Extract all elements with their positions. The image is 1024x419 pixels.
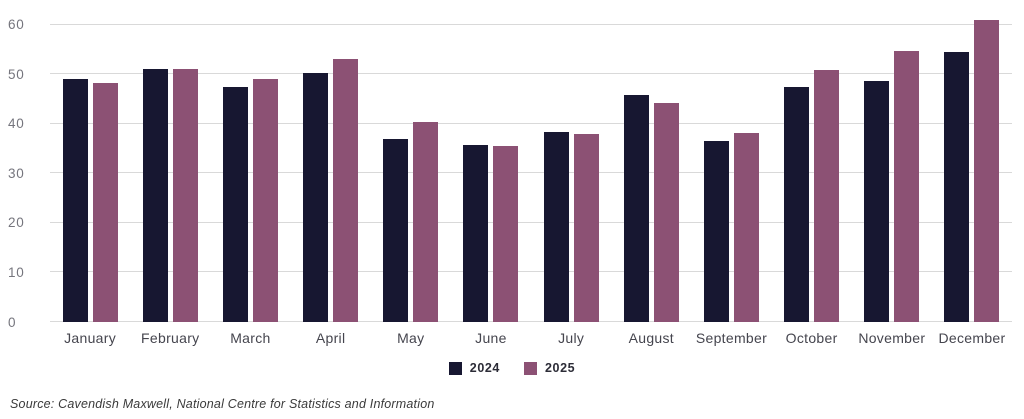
y-tick-label-40: 40 [8,116,25,132]
bar-2025-april [333,58,359,322]
bar-group-january [50,15,130,322]
y-tick-label-0: 0 [8,314,17,330]
gridline-30 [50,172,1012,174]
bar-group-october [772,15,852,322]
bar-2025-february [172,69,198,322]
x-axis: January February March April May June July Augu… [50,322,1012,346]
x-label-june: June [475,330,507,346]
legend-item-2025: 2025 [524,360,576,375]
legend-label-2024: 2024 [469,360,500,375]
bar-2025-june [493,145,519,322]
x-label-july: July [558,330,585,346]
bar-2024-october [784,87,810,322]
y-tick-label-30: 30 [8,165,25,181]
bar-2024-july [543,131,569,322]
plot-area [50,15,1012,322]
bar-2024-august [623,94,649,322]
bar-2025-october [814,70,840,322]
bar-2025-march [252,79,278,322]
legend-item-2024: 2024 [448,360,500,375]
bar-2024-april [303,72,329,322]
bar-group-april [291,15,371,322]
chart-area: 0 10 20 30 40 50 60 [0,15,1024,328]
y-tick-label-50: 50 [8,66,25,82]
bar-group-september [691,15,771,322]
bar-group-december [932,15,1012,322]
x-label-august: August [628,330,674,346]
bar-2024-march [222,86,248,322]
bar-2024-november [864,80,890,322]
x-label-january: January [64,330,117,346]
source-note: Source: Cavendish Maxwell, National Cent… [10,397,435,411]
bar-2025-may [413,122,439,322]
y-tick-label-10: 10 [8,264,25,280]
bar-group-march [210,15,290,322]
bar-group-may [371,15,451,322]
bar-2025-september [733,132,759,322]
x-label-november: November [858,330,926,346]
legend: 2024 2025 [0,361,1024,375]
gridline-40 [50,122,1012,124]
gridline-0 [50,321,1012,322]
bar-2024-september [703,141,729,322]
x-label-april: April [315,330,346,346]
bar-group-july [531,15,611,322]
gridline-10 [50,271,1012,273]
bar-group-august [611,15,691,322]
x-label-may: May [397,330,425,346]
bar-2024-december [944,52,970,322]
legend-swatch-2025 [524,361,537,375]
bar-2025-november [894,50,920,322]
gridline-50 [50,73,1012,75]
bar-group-february [130,15,210,322]
bars-layer [50,15,1012,322]
bar-2024-january [62,79,88,322]
y-tick-label-60: 60 [8,17,25,33]
legend-swatch-2024 [448,361,462,375]
y-axis: 0 10 20 30 40 50 60 [0,15,50,328]
x-label-october: October [785,330,838,346]
x-label-march: March [230,330,271,346]
y-tick-label-20: 20 [8,215,25,231]
bar-2025-december [974,20,1000,322]
bar-2025-july [573,133,599,322]
legend-label-2025: 2025 [545,360,576,375]
bar-2025-august [653,102,679,322]
x-label-december: December [938,330,1006,346]
bar-group-june [451,15,531,322]
gridline-60 [50,23,1012,25]
bar-2024-february [142,68,168,322]
bar-2024-may [383,139,409,322]
bar-2024-june [463,145,489,322]
bar-group-november [852,15,932,322]
x-label-september: September [695,330,768,346]
bar-2025-january [92,83,118,322]
gridline-20 [50,221,1012,223]
x-label-february: February [141,330,200,346]
